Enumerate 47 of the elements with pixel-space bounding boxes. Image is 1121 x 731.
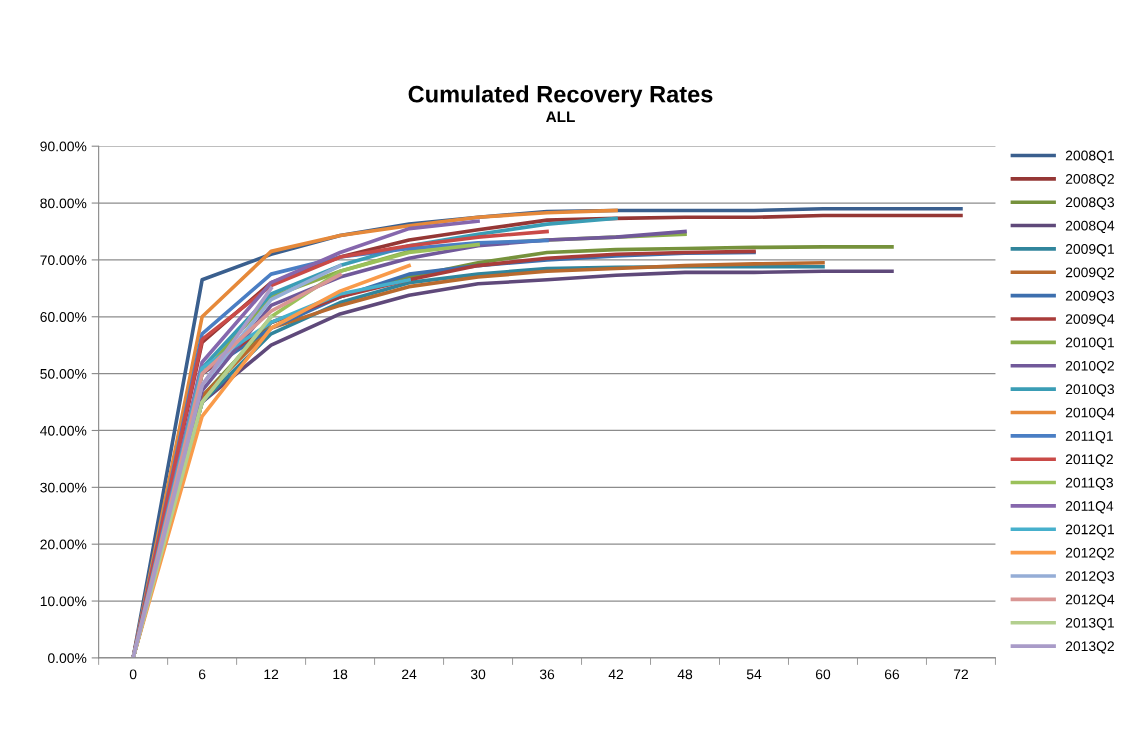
y-tick-label: 20.00% (40, 539, 87, 550)
legend-label: 2010Q3 (1065, 384, 1115, 397)
x-tick-label: 12 (264, 669, 279, 680)
legend-label: 2009Q3 (1065, 290, 1115, 304)
x-tick-label: 18 (333, 669, 348, 680)
x-tick-label: 48 (677, 669, 693, 680)
y-tick-label: 60.00% (40, 312, 87, 322)
x-tick-label: 6 (198, 669, 206, 680)
legend-label: 2008Q3 (1065, 197, 1115, 210)
legend-label: 2012Q1 (1065, 524, 1114, 537)
legend-label: 2008Q1 (1065, 150, 1114, 163)
legend-label: 2009Q1 (1065, 244, 1114, 257)
y-tick-label: 0.00% (48, 653, 87, 664)
y-tick-label: 10.00% (40, 596, 87, 607)
y-tick-label: 70.00% (40, 255, 87, 266)
x-tick-label: 42 (608, 669, 624, 680)
x-tick-label: 72 (953, 669, 968, 680)
y-tick-label: 80.00% (40, 198, 87, 209)
legend-label: 2010Q2 (1065, 360, 1114, 374)
y-tick-label: 90.00% (40, 141, 87, 152)
x-tick-label: 54 (746, 669, 762, 680)
x-tick-label: 30 (470, 669, 486, 680)
chart-subtitle: ALL (546, 111, 575, 123)
legend-label: 2011Q2 (1065, 454, 1113, 467)
chart-title: Cumulated Recovery Rates (408, 85, 713, 108)
y-tick-label: 50.00% (40, 368, 87, 379)
legend-label: 2011Q1 (1065, 430, 1113, 444)
x-tick-label: 60 (815, 669, 831, 680)
x-tick-label: 36 (539, 669, 555, 680)
legend-label: 2011Q3 (1065, 477, 1113, 491)
legend-label: 2012Q2 (1065, 547, 1114, 561)
legend-label: 2009Q2 (1065, 267, 1114, 280)
legend-label: 2008Q2 (1065, 173, 1114, 187)
x-tick-label: 0 (129, 669, 137, 680)
legend-label: 2012Q3 (1065, 571, 1115, 584)
legend-label: 2011Q4 (1065, 501, 1114, 514)
y-tick-label: 30.00% (40, 482, 87, 493)
legend-label: 2010Q1 (1065, 337, 1114, 350)
legend-label: 2013Q1 (1065, 617, 1114, 631)
y-tick-label: 40.00% (40, 425, 87, 436)
legend-label: 2010Q4 (1065, 407, 1115, 420)
legend-label: 2013Q2 (1065, 641, 1114, 654)
legend-label: 2008Q4 (1065, 220, 1115, 234)
legend-label: 2012Q4 (1065, 594, 1115, 607)
x-tick-label: 24 (402, 669, 417, 680)
x-tick-label: 66 (884, 669, 900, 680)
legend-label: 2009Q4 (1065, 314, 1115, 327)
